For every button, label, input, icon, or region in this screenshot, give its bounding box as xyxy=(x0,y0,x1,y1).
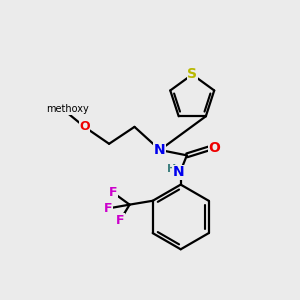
Text: O: O xyxy=(79,120,90,134)
Text: S: S xyxy=(187,68,197,82)
Text: F: F xyxy=(108,186,117,199)
Text: F: F xyxy=(116,214,124,226)
Text: F: F xyxy=(104,202,112,215)
Text: N: N xyxy=(172,165,184,179)
Text: N: N xyxy=(154,143,166,157)
Text: H: H xyxy=(167,164,176,174)
Text: methoxy: methoxy xyxy=(46,104,89,114)
Text: O: O xyxy=(208,141,220,155)
